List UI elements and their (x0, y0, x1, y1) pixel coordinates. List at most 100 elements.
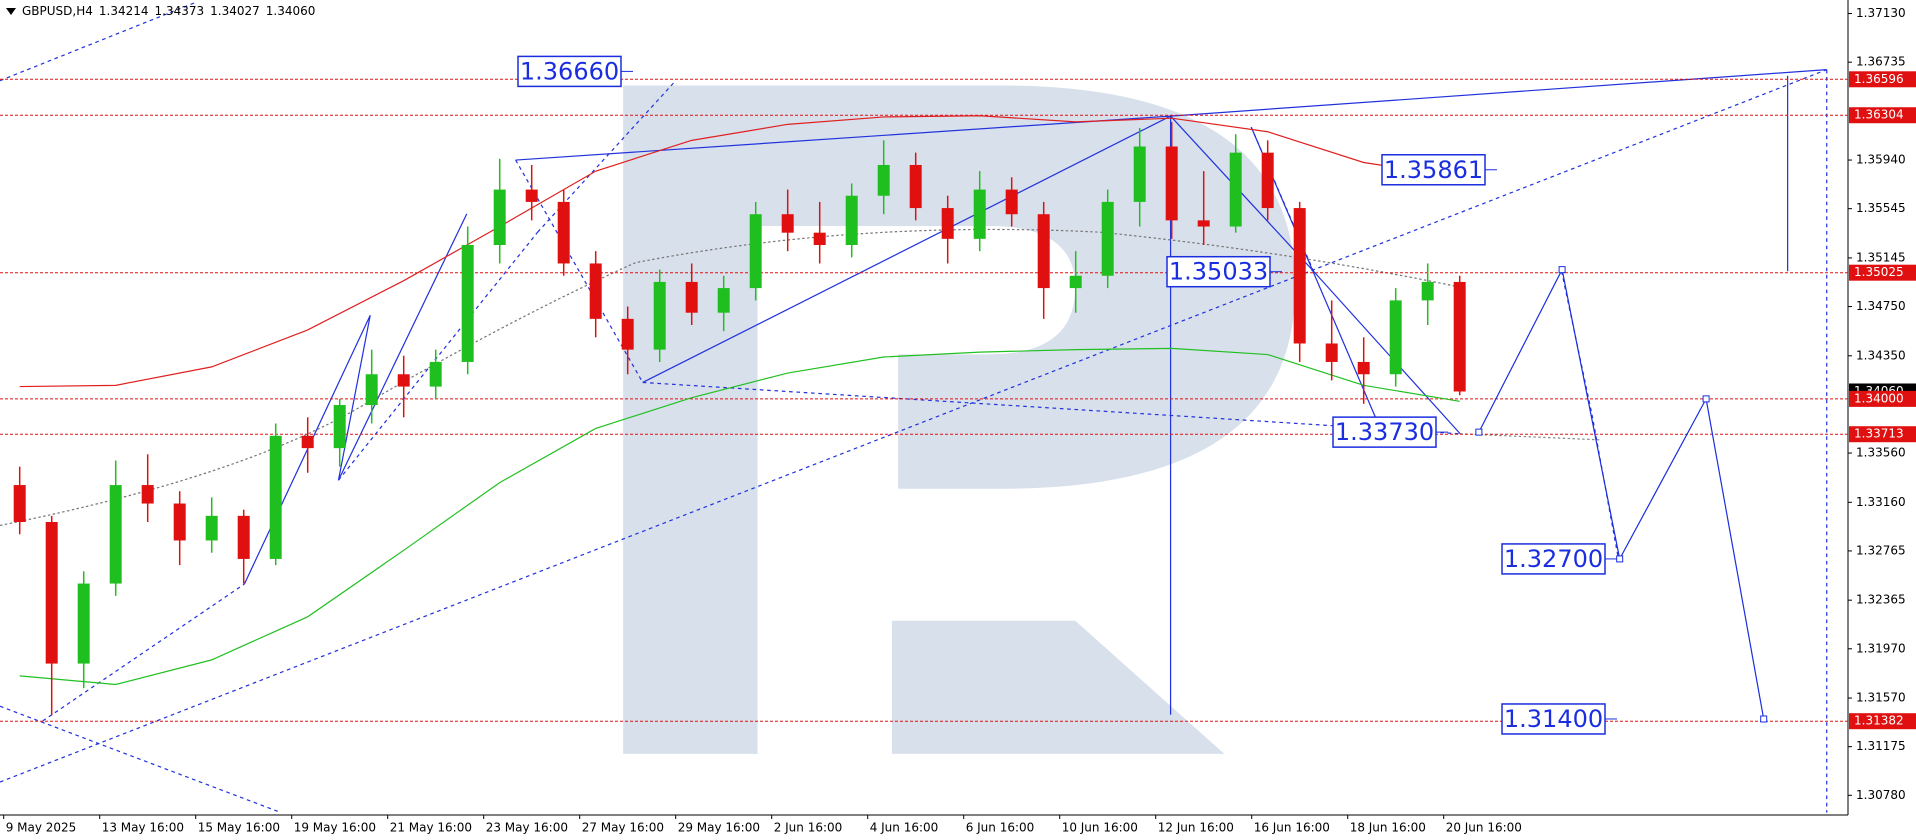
forecast-dash (1560, 271, 1620, 563)
target-label: 1.32700 (1504, 545, 1603, 573)
level-tag (1849, 390, 1916, 407)
ma-dotted (1460, 433, 1601, 441)
y-tick-label: 1.33560 (1856, 446, 1906, 460)
y-tick-label: 1.35545 (1856, 201, 1906, 215)
candle-body (717, 288, 730, 313)
x-tick-label: 16 Jun 16:00 (1254, 821, 1330, 835)
candle-body (749, 214, 762, 289)
candle-body (973, 189, 986, 239)
candle-body (1069, 275, 1082, 289)
candle-body (813, 232, 826, 245)
x-tick-label: 27 May 16:00 (582, 821, 664, 835)
y-tick-label: 1.31970 (1856, 641, 1906, 655)
trend-line (0, 1, 196, 82)
level-label: 1.33713 (1854, 427, 1904, 441)
target-label: 1.31400 (1504, 705, 1603, 733)
candle-body (1133, 146, 1146, 202)
forecast-line (1478, 267, 1765, 720)
target-box (1166, 255, 1271, 288)
candle-body (653, 281, 666, 350)
x-tick-label: 20 Jun 16:00 (1446, 821, 1522, 835)
trend-line (42, 583, 245, 722)
candle-body (1005, 189, 1018, 215)
x-tick-label: 29 May 16:00 (678, 821, 760, 835)
level-label: 1.31382 (1854, 714, 1904, 728)
y-tick-label: 1.37130 (1856, 6, 1906, 20)
header: GBPUSD,H4 1.34214 1.34373 1.34027 1.3406… (6, 4, 315, 18)
candle-body (557, 201, 570, 264)
level-tag (1849, 71, 1916, 88)
candle-body (1421, 281, 1434, 301)
candle-body (1229, 152, 1242, 227)
x-tick-label: 6 Jun 16:00 (966, 821, 1035, 835)
candle-body (333, 405, 346, 449)
level-tag (1849, 107, 1916, 124)
y-tick-label: 1.35145 (1856, 250, 1906, 264)
candle-body (1101, 201, 1114, 276)
x-tick-label: 19 May 16:00 (294, 821, 376, 835)
target-label: 1.35033 (1169, 258, 1268, 286)
candle-body (1453, 281, 1466, 392)
y-tick-label: 1.32765 (1856, 543, 1906, 557)
candle-body (589, 263, 602, 319)
plot (0, 0, 1849, 816)
trend-line (0, 705, 282, 814)
candle-body (141, 485, 154, 504)
x-tick-label: 13 May 16:00 (102, 821, 184, 835)
candle-body (909, 164, 922, 209)
candle-body (429, 361, 442, 387)
x-tick-label: 23 May 16:00 (486, 821, 568, 835)
candle-body (109, 485, 122, 584)
level-tag (1849, 713, 1916, 730)
candle-body (45, 521, 58, 664)
x-tick-label: 2 Jun 16:00 (774, 821, 843, 835)
target-label: 1.33730 (1335, 418, 1434, 446)
candle-body (1293, 208, 1306, 344)
moving-average (19, 115, 1460, 388)
forecast-point (1558, 266, 1566, 274)
quote: 1.34027 (210, 4, 260, 18)
forecast-point (1475, 428, 1483, 436)
level-label: 1.34000 (1854, 391, 1904, 405)
candle-body (461, 244, 474, 362)
candle-body (365, 374, 378, 406)
x-tick-label: 9 May 2025 (6, 821, 77, 835)
y-tick-label: 1.33160 (1856, 495, 1906, 509)
candle-body (781, 214, 794, 233)
forecast-point (1760, 715, 1768, 723)
candle-body (173, 503, 186, 541)
level-tag (1849, 426, 1916, 443)
candle-body (877, 164, 890, 196)
wave-line (642, 115, 1171, 384)
level-label: 1.35025 (1854, 265, 1904, 279)
candle-body (397, 374, 410, 387)
logo-shape (623, 85, 1296, 754)
candle-body (525, 189, 538, 202)
y-tick-label: 1.32365 (1856, 593, 1906, 607)
x-tick-label: 21 May 16:00 (390, 821, 472, 835)
target-box (1381, 154, 1486, 186)
symbol: GBPUSD,H4 (22, 4, 93, 18)
quote: 1.34373 (154, 4, 205, 18)
candle-body (1197, 220, 1210, 227)
candle-body (237, 515, 250, 559)
x-tick-label: 15 May 16:00 (198, 821, 280, 835)
candle-body (1389, 300, 1402, 375)
target-box (1501, 543, 1606, 575)
menu-icon (6, 7, 16, 15)
watermark (623, 85, 1296, 754)
candle-body (205, 515, 218, 541)
forecast-point (1616, 555, 1624, 563)
x-tick-label: 18 Jun 16:00 (1350, 821, 1426, 835)
target-label: 1.36660 (520, 57, 619, 85)
target-box (1501, 703, 1606, 735)
quote: 1.34214 (98, 4, 149, 18)
level-tag (1849, 264, 1916, 281)
target-label: 1.35861 (1384, 156, 1483, 184)
trend-line (337, 231, 539, 481)
y-tick-label: 1.36735 (1856, 55, 1906, 69)
candle-body (941, 208, 954, 239)
target-box (1332, 416, 1437, 448)
